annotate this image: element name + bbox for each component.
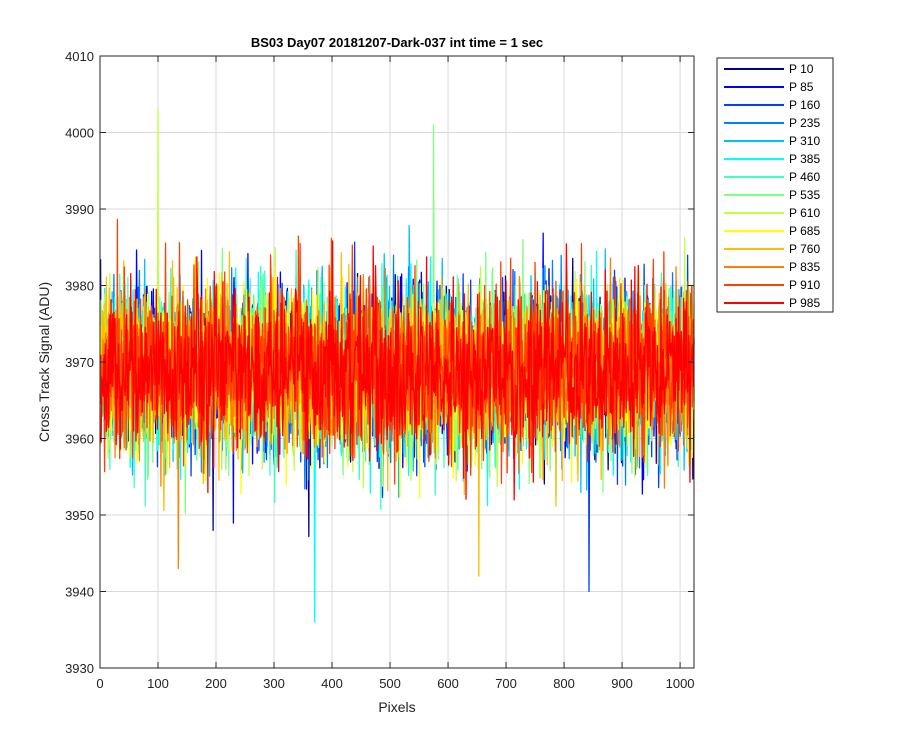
x-tick-label: 400 [321, 676, 343, 691]
legend-label: P 535 [789, 188, 820, 202]
y-tick-label: 4000 [65, 126, 94, 141]
y-tick-label: 3970 [65, 355, 94, 370]
legend-label: P 610 [789, 206, 820, 220]
legend-box [716, 57, 834, 313]
legend-label: P 310 [789, 134, 820, 148]
x-tick-label: 300 [263, 676, 285, 691]
y-tick-label: 3990 [65, 202, 94, 217]
legend-label: P 910 [789, 278, 820, 292]
x-tick-label: 200 [205, 676, 227, 691]
x-tick-label: 600 [437, 676, 459, 691]
y-tick-label: 3940 [65, 585, 94, 600]
series-lines [99, 108, 695, 623]
y-axis-ticks: 3930 3940 3950 3960 3970 3980 3990 4000 4010 [65, 49, 694, 676]
y-tick-label: 3980 [65, 279, 94, 294]
x-tick-label: 1000 [666, 676, 695, 691]
legend: P 10 P 85 P 160 P 235 P 310 P 385 P 460 P 535 P … [716, 57, 834, 313]
legend-label: P 835 [789, 260, 820, 274]
legend-label: P 685 [789, 224, 820, 238]
x-tick-label: 100 [147, 676, 169, 691]
chart-title: BS03 Day07 20181207-Dark-037 int time = … [251, 35, 543, 50]
legend-label: P 385 [789, 152, 820, 166]
legend-label: P 985 [789, 296, 820, 310]
y-axis-label: Cross Track Signal (ADU) [36, 282, 52, 442]
y-tick-label: 3930 [65, 661, 94, 676]
x-axis-label: Pixels [378, 699, 415, 715]
x-tick-label: 900 [611, 676, 633, 691]
y-tick-label: 4010 [65, 49, 94, 64]
legend-label: P 760 [789, 242, 820, 256]
legend-label: P 160 [789, 98, 820, 112]
x-axis-ticks: 0 100 200 300 400 500 600 700 800 900 1000 [96, 56, 695, 691]
x-tick-label: 500 [379, 676, 401, 691]
series-line-p985 [99, 240, 695, 501]
y-tick-label: 3950 [65, 508, 94, 523]
legend-label: P 10 [789, 62, 814, 76]
x-tick-label: 0 [96, 676, 103, 691]
x-tick-label: 700 [495, 676, 517, 691]
x-tick-label: 800 [553, 676, 575, 691]
legend-label: P 460 [789, 170, 820, 184]
legend-label: P 85 [789, 80, 814, 94]
y-tick-label: 3960 [65, 432, 94, 447]
legend-label: P 235 [789, 116, 820, 130]
